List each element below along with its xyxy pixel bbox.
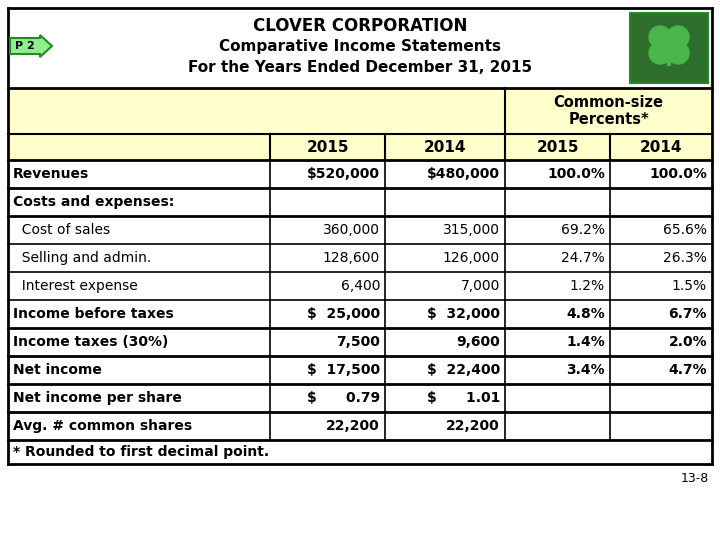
Text: 7,000: 7,000 — [461, 279, 500, 293]
Polygon shape — [10, 35, 52, 57]
Text: 6.7%: 6.7% — [668, 307, 707, 321]
Text: $  32,000: $ 32,000 — [427, 307, 500, 321]
Text: 22,200: 22,200 — [326, 419, 380, 433]
Text: 2014: 2014 — [424, 139, 467, 154]
Text: 126,000: 126,000 — [443, 251, 500, 265]
Text: $  17,500: $ 17,500 — [307, 363, 380, 377]
Circle shape — [649, 42, 671, 64]
Text: 100.0%: 100.0% — [547, 167, 605, 181]
Text: Comparative Income Statements: Comparative Income Statements — [219, 38, 501, 53]
Text: For the Years Ended December 31, 2015: For the Years Ended December 31, 2015 — [188, 60, 532, 76]
Text: $  22,400: $ 22,400 — [427, 363, 500, 377]
Text: 1.5%: 1.5% — [672, 279, 707, 293]
Text: $      0.79: $ 0.79 — [307, 391, 380, 405]
Circle shape — [667, 26, 689, 48]
Text: * Rounded to first decimal point.: * Rounded to first decimal point. — [13, 445, 269, 459]
Text: 360,000: 360,000 — [323, 223, 380, 237]
Text: Net income per share: Net income per share — [13, 391, 182, 405]
Bar — [8, 8, 712, 88]
Text: 128,600: 128,600 — [323, 251, 380, 265]
Text: P 2: P 2 — [15, 41, 35, 51]
Text: $      1.01: $ 1.01 — [427, 391, 500, 405]
Text: 1.2%: 1.2% — [570, 279, 605, 293]
Text: 7,500: 7,500 — [336, 335, 380, 349]
Text: 2015: 2015 — [306, 139, 348, 154]
Text: 3.4%: 3.4% — [567, 363, 605, 377]
Bar — [8, 88, 712, 134]
Text: 1.4%: 1.4% — [566, 335, 605, 349]
Text: Income before taxes: Income before taxes — [13, 307, 174, 321]
Text: 2014: 2014 — [640, 139, 683, 154]
Text: 24.7%: 24.7% — [562, 251, 605, 265]
Text: 100.0%: 100.0% — [649, 167, 707, 181]
Text: $  25,000: $ 25,000 — [307, 307, 380, 321]
Text: 9,600: 9,600 — [456, 335, 500, 349]
Text: Costs and expenses:: Costs and expenses: — [13, 195, 174, 209]
Text: 315,000: 315,000 — [443, 223, 500, 237]
Circle shape — [667, 42, 689, 64]
Text: Revenues: Revenues — [13, 167, 89, 181]
Text: CLOVER CORPORATION: CLOVER CORPORATION — [253, 17, 467, 35]
Text: Interest expense: Interest expense — [13, 279, 138, 293]
Text: Net income: Net income — [13, 363, 102, 377]
Text: 22,200: 22,200 — [446, 419, 500, 433]
Text: 2.0%: 2.0% — [668, 335, 707, 349]
Text: Common-size
Percents*: Common-size Percents* — [554, 95, 664, 127]
Text: Avg. # common shares: Avg. # common shares — [13, 419, 192, 433]
Text: Cost of sales: Cost of sales — [13, 223, 110, 237]
Circle shape — [663, 39, 675, 51]
Text: $520,000: $520,000 — [307, 167, 380, 181]
Text: 65.6%: 65.6% — [663, 223, 707, 237]
Text: Selling and admin.: Selling and admin. — [13, 251, 151, 265]
Bar — [630, 13, 708, 83]
Bar — [8, 134, 712, 160]
Circle shape — [649, 26, 671, 48]
Text: 69.2%: 69.2% — [561, 223, 605, 237]
Text: Income taxes (30%): Income taxes (30%) — [13, 335, 168, 349]
Text: $480,000: $480,000 — [427, 167, 500, 181]
Text: 26.3%: 26.3% — [663, 251, 707, 265]
Text: 4.7%: 4.7% — [668, 363, 707, 377]
Text: 6,400: 6,400 — [341, 279, 380, 293]
Text: 13-8: 13-8 — [680, 471, 709, 484]
Text: 4.8%: 4.8% — [566, 307, 605, 321]
Text: 2015: 2015 — [536, 139, 579, 154]
Bar — [8, 440, 712, 464]
